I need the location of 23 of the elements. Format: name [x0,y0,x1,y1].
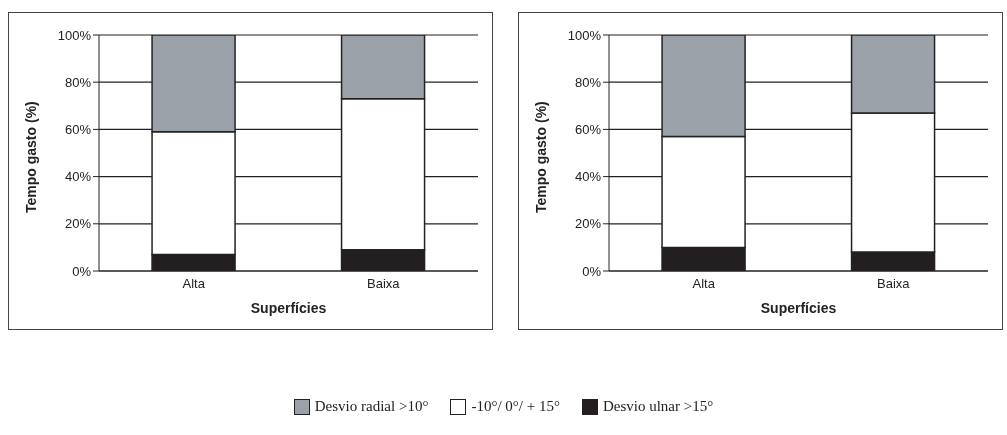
y-tick-label: 80% [64,74,92,90]
y-tick-label: 0% [72,263,92,279]
y-axis-title: Tempo gasto (%) [22,101,39,213]
y-tick-label: 40% [64,169,92,185]
x-axis-title: Superfícies [250,300,327,316]
y-axis-title: Tempo gasto (%) [532,101,549,213]
y-tick-label: 0% [582,263,602,279]
y-tick-label: 100% [567,27,602,43]
y-tick-label: 60% [574,122,602,138]
legend-label: -10°/ 0°/ + 15° [471,398,560,415]
y-tick-label: 20% [574,216,602,232]
y-tick-label: 60% [64,122,92,138]
legend-label: Desvio radial >10° [314,398,429,415]
y-tick-label: 20% [64,216,92,232]
x-tick-label: Baixa [876,276,911,292]
y-tick-label: 100% [57,27,92,43]
x-axis-title: Superfícies [760,300,837,316]
x-tick-label: Alta [692,276,716,292]
y-tick-label: 80% [574,74,602,90]
x-tick-label: Alta [182,276,206,292]
x-tick-label: Baixa [366,276,401,292]
legend-label: Desvio ulnar >15° [602,398,714,415]
y-tick-label: 40% [574,169,602,185]
